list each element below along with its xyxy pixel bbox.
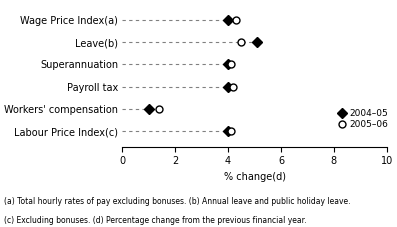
Text: (a) Total hourly rates of pay excluding bonuses. (b) Annual leave and public hol: (a) Total hourly rates of pay excluding …	[4, 197, 351, 207]
Text: (c) Excluding bonuses. (d) Percentage change from the previous financial year.: (c) Excluding bonuses. (d) Percentage ch…	[4, 216, 306, 225]
Text: 2005–06: 2005–06	[350, 120, 389, 129]
X-axis label: % change(d): % change(d)	[224, 172, 285, 182]
Text: 2004–05: 2004–05	[350, 109, 388, 118]
